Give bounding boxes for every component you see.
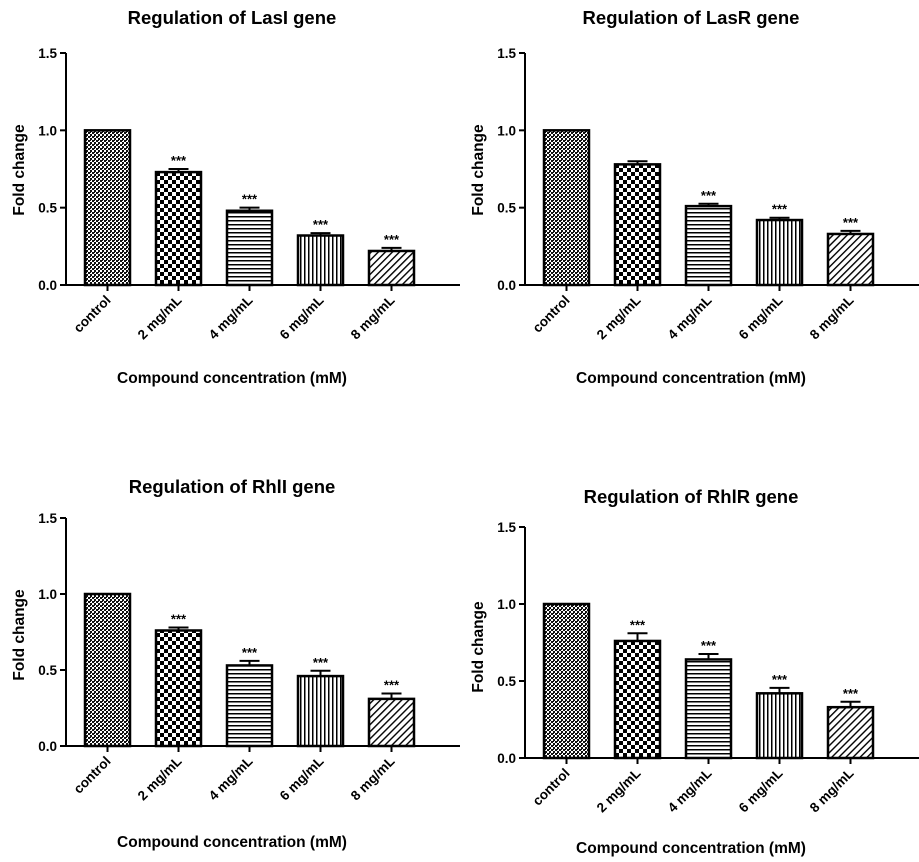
- plot-area: 0.0 0.5 1.0 1.5 control *** 2 mg/mL *** 4 mg/mL *…: [38, 46, 460, 342]
- plot-area: 0.0 0.5 1.0 1.5 control *** 2 mg/mL *** 4 mg/mL *…: [497, 520, 919, 815]
- x-axis-label: Compound concentration (mM): [576, 370, 806, 387]
- significance-label: ***: [630, 617, 646, 632]
- significance-label: ***: [843, 686, 859, 701]
- bar: [613, 163, 662, 287]
- category-label: 8 mg/mL: [807, 766, 857, 816]
- bar: [154, 170, 203, 287]
- significance-label: ***: [701, 188, 717, 203]
- category-label: 4 mg/mL: [665, 293, 715, 343]
- chart-title: Regulation of RhlI gene: [129, 476, 336, 497]
- y-tick-label: 0.0: [38, 739, 57, 754]
- significance-label: ***: [313, 217, 329, 232]
- y-tick-label: 1.5: [38, 46, 57, 61]
- y-tick-label: 1.5: [497, 520, 516, 535]
- bar: [296, 234, 345, 287]
- category-label: 8 mg/mL: [348, 754, 398, 804]
- y-tick-label: 1.0: [38, 587, 57, 602]
- y-tick-label: 0.0: [497, 751, 516, 766]
- significance-label: ***: [242, 192, 258, 207]
- x-axis-label: Compound concentration (mM): [117, 834, 347, 851]
- y-tick-label: 1.0: [38, 123, 57, 138]
- y-tick-label: 0.0: [497, 278, 516, 293]
- category-label: 6 mg/mL: [736, 293, 786, 343]
- y-tick-label: 0.5: [38, 201, 57, 216]
- category-label: 6 mg/mL: [277, 754, 327, 804]
- plot-area: 0.0 0.5 1.0 1.5 control *** 2 mg/mL *** 4 mg/mL *…: [38, 511, 460, 803]
- bar: [296, 674, 345, 748]
- chart-svg-lasr: Regulation of LasR gene Fold change Comp…: [470, 7, 919, 387]
- category-label: control: [530, 293, 573, 336]
- y-tick-label: 0.5: [497, 674, 516, 689]
- bar: [826, 232, 875, 287]
- y-axis-label: Fold change: [11, 589, 28, 681]
- y-axis-label: Fold change: [470, 124, 487, 216]
- bar: [755, 218, 804, 287]
- significance-label: ***: [772, 672, 788, 687]
- y-tick-label: 1.5: [497, 46, 516, 61]
- chart-svg-lasi: Regulation of LasI gene Fold change Comp…: [11, 7, 460, 387]
- chart-svg-rhli: Regulation of RhlI gene Fold change Comp…: [11, 476, 460, 851]
- y-tick-label: 0.5: [38, 663, 57, 678]
- chart-title: Regulation of LasR gene: [583, 7, 800, 28]
- significance-label: ***: [701, 638, 717, 653]
- bar: [367, 249, 416, 287]
- chart-title: Regulation of RhlR gene: [584, 486, 799, 507]
- category-label: 2 mg/mL: [594, 766, 644, 816]
- category-label: 4 mg/mL: [665, 766, 715, 816]
- chart-panel-lasi: Regulation of LasI gene Fold change Comp…: [0, 0, 460, 428]
- plot-area: 0.0 0.5 1.0 1.5 control 2 mg/mL *** 4 mg/mL *** 6…: [497, 46, 919, 342]
- bar: [542, 602, 591, 760]
- bar: [83, 129, 132, 287]
- x-axis-label: Compound concentration (mM): [117, 370, 347, 387]
- significance-label: ***: [171, 153, 187, 168]
- y-tick-label: 0.0: [38, 278, 57, 293]
- bar: [684, 658, 733, 760]
- bar: [225, 664, 274, 748]
- category-label: 2 mg/mL: [594, 293, 644, 343]
- significance-label: ***: [384, 232, 400, 247]
- significance-label: ***: [772, 202, 788, 217]
- chart-svg-rhlr: Regulation of RhlR gene Fold change Comp…: [470, 486, 919, 857]
- chart-panel-rhli: Regulation of RhlI gene Fold change Comp…: [0, 429, 460, 857]
- y-axis-label: Fold change: [470, 601, 487, 693]
- category-label: control: [71, 754, 114, 797]
- y-axis-label: Fold change: [11, 124, 28, 216]
- bar: [542, 129, 591, 287]
- category-label: 6 mg/mL: [277, 293, 327, 343]
- y-tick-label: 0.5: [497, 201, 516, 216]
- category-label: control: [71, 293, 114, 336]
- category-label: 2 mg/mL: [135, 754, 185, 804]
- x-axis-label: Compound concentration (mM): [576, 840, 806, 857]
- y-tick-label: 1.0: [497, 123, 516, 138]
- category-label: 4 mg/mL: [206, 293, 256, 343]
- y-tick-label: 1.0: [497, 597, 516, 612]
- bar: [826, 705, 875, 760]
- bar: [154, 629, 203, 748]
- chart-panel-lasr: Regulation of LasR gene Fold change Comp…: [459, 0, 919, 428]
- significance-label: ***: [242, 645, 258, 660]
- significance-label: ***: [843, 215, 859, 230]
- bar: [755, 692, 804, 760]
- category-label: 4 mg/mL: [206, 754, 256, 804]
- category-label: 8 mg/mL: [348, 293, 398, 343]
- bar: [367, 697, 416, 748]
- category-label: 2 mg/mL: [135, 293, 185, 343]
- category-label: 6 mg/mL: [736, 766, 786, 816]
- category-label: 8 mg/mL: [807, 293, 857, 343]
- y-tick-label: 1.5: [38, 511, 57, 526]
- significance-label: ***: [171, 611, 187, 626]
- bar: [83, 592, 132, 748]
- significance-label: ***: [313, 655, 329, 670]
- chart-title: Regulation of LasI gene: [128, 7, 337, 28]
- bar: [225, 209, 274, 287]
- category-label: control: [530, 766, 573, 809]
- chart-panel-rhlr: Regulation of RhlR gene Fold change Comp…: [459, 429, 919, 857]
- bar: [684, 204, 733, 287]
- bar: [613, 639, 662, 760]
- significance-label: ***: [384, 678, 400, 693]
